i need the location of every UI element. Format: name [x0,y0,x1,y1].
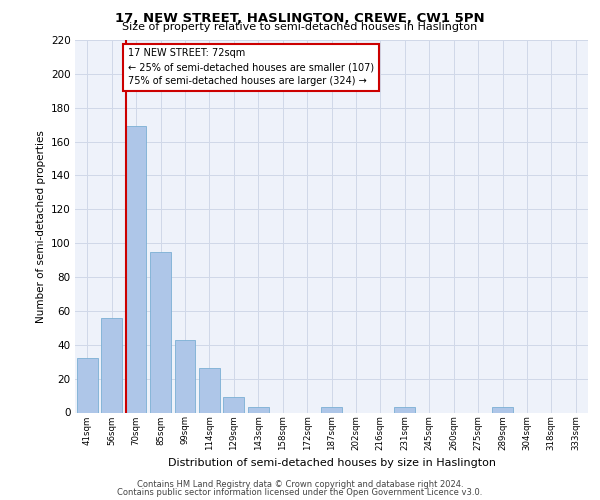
Bar [223,398,244,412]
Bar [101,318,122,412]
Bar [150,252,171,412]
Bar [394,408,415,412]
Text: Contains HM Land Registry data © Crown copyright and database right 2024.: Contains HM Land Registry data © Crown c… [137,480,463,489]
Bar [321,408,342,412]
Text: Contains public sector information licensed under the Open Government Licence v3: Contains public sector information licen… [118,488,482,497]
Bar [492,408,513,412]
Text: Size of property relative to semi-detached houses in Haslington: Size of property relative to semi-detach… [122,22,478,32]
Text: 17 NEW STREET: 72sqm
← 25% of semi-detached houses are smaller (107)
75% of semi: 17 NEW STREET: 72sqm ← 25% of semi-detac… [128,48,374,86]
Y-axis label: Number of semi-detached properties: Number of semi-detached properties [35,130,46,322]
Bar [175,340,196,412]
Bar [77,358,98,412]
X-axis label: Distribution of semi-detached houses by size in Haslington: Distribution of semi-detached houses by … [167,458,496,468]
Bar [248,408,269,412]
Text: 17, NEW STREET, HASLINGTON, CREWE, CW1 5PN: 17, NEW STREET, HASLINGTON, CREWE, CW1 5… [115,12,485,26]
Bar [199,368,220,412]
Bar [125,126,146,412]
